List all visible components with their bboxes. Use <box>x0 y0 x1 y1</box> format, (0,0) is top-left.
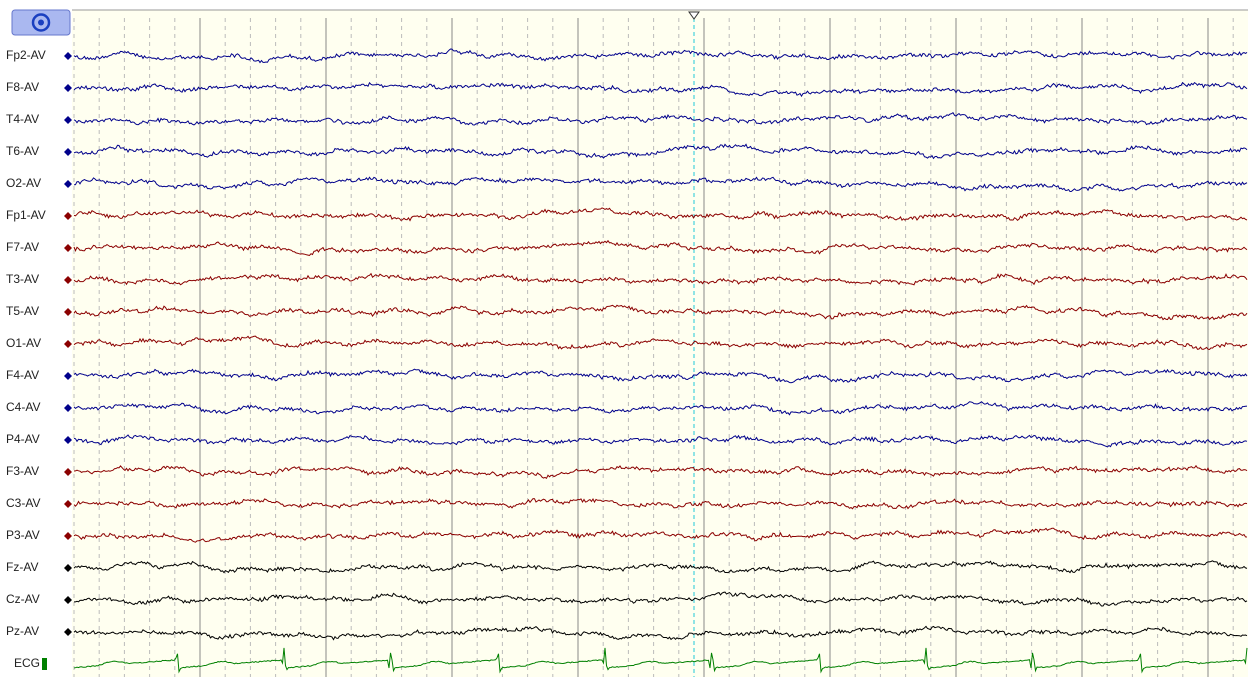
channel-label[interactable]: Fz-AV <box>6 560 38 574</box>
channel-label[interactable]: O2-AV <box>6 176 41 190</box>
channel-label[interactable]: Cz-AV <box>6 592 40 606</box>
channel-label[interactable]: T3-AV <box>6 272 39 286</box>
channel-marker <box>64 532 72 540</box>
channel-label[interactable]: F4-AV <box>6 368 39 382</box>
channel-marker <box>64 628 72 636</box>
channel-marker <box>64 116 72 124</box>
eeg-trace <box>73 625 1248 641</box>
eeg-trace <box>73 207 1248 222</box>
eeg-trace <box>73 272 1248 286</box>
button-icon <box>31 13 51 32</box>
channel-label[interactable]: P3-AV <box>6 528 40 542</box>
channel-marker <box>64 372 72 380</box>
channel-marker <box>64 276 72 284</box>
channel-marker <box>64 180 72 188</box>
traces: Fp2-AV F8-AV T4-AV T6-AV O2-AV Fp1-AV F7-AV T3-… <box>6 48 1248 674</box>
channel-label[interactable]: T6-AV <box>6 144 39 158</box>
trace-area <box>72 10 1248 677</box>
channel-marker <box>64 212 72 220</box>
channel-marker <box>64 340 72 348</box>
button-icon-dot <box>38 19 44 26</box>
eeg-trace <box>73 527 1248 543</box>
channel-label[interactable]: Fp1-AV <box>6 208 46 222</box>
eeg-trace <box>73 304 1248 321</box>
channel-marker <box>64 468 72 476</box>
eeg-trace <box>73 81 1248 98</box>
eeg-trace <box>73 464 1248 480</box>
eeg-trace <box>73 335 1248 351</box>
eeg-trace <box>73 401 1248 416</box>
channel-label[interactable]: F8-AV <box>6 80 39 94</box>
channel-label[interactable]: P4-AV <box>6 432 40 446</box>
eeg-trace <box>73 239 1248 256</box>
channel-label[interactable]: C3-AV <box>6 496 40 510</box>
eeg-trace <box>73 176 1248 193</box>
channel-marker <box>64 84 72 92</box>
eeg-trace <box>73 497 1248 510</box>
channel-marker <box>64 308 72 316</box>
channel-marker <box>64 404 72 412</box>
channel-marker <box>42 658 47 670</box>
channel-label[interactable]: F7-AV <box>6 240 39 254</box>
eeg-trace <box>73 48 1248 64</box>
channel-label[interactable]: F3-AV <box>6 464 39 478</box>
channel-marker <box>64 148 72 156</box>
channel-label[interactable]: T5-AV <box>6 304 39 318</box>
eeg-trace <box>73 111 1248 126</box>
eeg-trace <box>73 434 1248 448</box>
eeg-trace <box>73 368 1248 384</box>
channel-marker <box>64 436 72 444</box>
eeg-trace <box>74 591 1248 607</box>
channel-marker <box>64 52 72 60</box>
channel-label[interactable]: O1-AV <box>6 336 41 350</box>
eeg-trace <box>73 647 1248 674</box>
eeg-trace <box>73 143 1248 160</box>
channel-label[interactable]: T4-AV <box>6 112 39 126</box>
channel-label[interactable]: ECG <box>14 656 40 670</box>
montage-button[interactable] <box>11 9 71 36</box>
channel-label[interactable]: Pz-AV <box>6 624 39 638</box>
cursor-marker[interactable] <box>688 11 700 20</box>
channel-label[interactable]: Fp2-AV <box>6 48 46 62</box>
channel-marker <box>64 596 72 604</box>
channel-marker <box>64 564 72 572</box>
channel-label[interactable]: C4-AV <box>6 400 40 414</box>
eeg-trace <box>73 560 1248 574</box>
channel-marker <box>64 500 72 508</box>
channel-marker <box>64 244 72 252</box>
